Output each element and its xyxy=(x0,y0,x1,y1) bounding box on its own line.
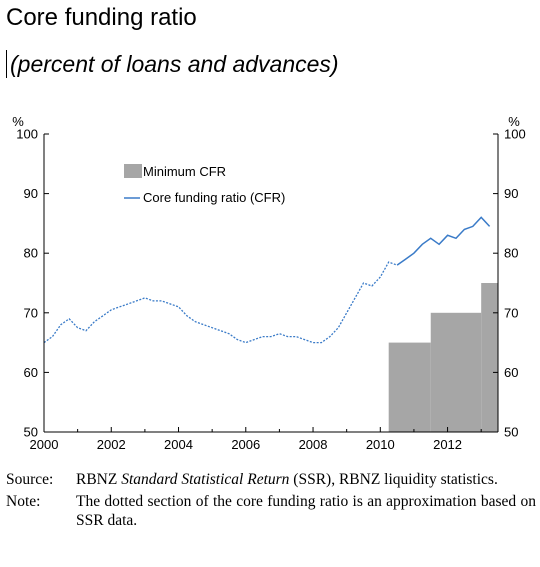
legend-label-minimum-cfr: Minimum CFR xyxy=(143,164,226,179)
dotted-note: Note: The dotted section of the core fun… xyxy=(6,492,536,530)
source-note: Source: RBNZ Standard Statistical Return… xyxy=(6,470,536,489)
minimum-cfr-bars xyxy=(388,283,498,432)
cfr-line-solid xyxy=(396,216,491,266)
x-tick-label-2008: 2008 xyxy=(299,437,328,452)
chart-subtitle: (percent of loans and advances) xyxy=(6,50,339,78)
right-tick-label-50: 50 xyxy=(504,425,518,440)
source-label: Source: xyxy=(6,471,54,488)
x-tick-label-2004: 2004 xyxy=(164,437,193,452)
x-tick-label-2012: 2012 xyxy=(433,437,462,452)
minimum-cfr-bar-2 xyxy=(481,283,498,432)
cfr-line xyxy=(43,216,491,344)
minimum-cfr-bar-1 xyxy=(430,312,482,432)
left-tick-label-50: 50 xyxy=(24,425,38,440)
left-tick-label-80: 80 xyxy=(24,246,38,261)
legend-label-cfr: Core funding ratio (CFR) xyxy=(143,190,285,205)
source-text: RBNZ Standard Statistical Return (SSR), … xyxy=(76,471,498,488)
chart-axes: 50 50 60 60 70 70 80 80 90 90 100 100% % 2000 2002 2004… xyxy=(12,114,525,452)
right-tick-label-100: 100 xyxy=(504,127,526,142)
core-funding-ratio-chart: 50 50 60 60 70 70 80 80 90 90 100 100% % 2000 2002 2004… xyxy=(12,114,525,452)
left-tick-label-60: 60 xyxy=(24,365,38,380)
right-tick-label-90: 90 xyxy=(504,186,518,201)
chart-legend: Minimum CFR Core funding ratio (CFR) xyxy=(124,164,285,205)
note-label: Note: xyxy=(6,493,41,510)
left-tick-label-70: 70 xyxy=(24,305,38,320)
left-tick-label-90: 90 xyxy=(24,186,38,201)
right-unit-label: % xyxy=(508,114,520,129)
legend-swatch-minimum-cfr xyxy=(124,164,142,178)
note-text: The dotted section of the core funding r… xyxy=(76,493,536,529)
right-tick-label-80: 80 xyxy=(504,246,518,261)
chart-title: Core funding ratio xyxy=(6,4,197,31)
footnotes: Source: RBNZ Standard Statistical Return… xyxy=(6,470,536,533)
minimum-cfr-bar-0 xyxy=(388,342,431,432)
x-tick-label-2010: 2010 xyxy=(366,437,395,452)
cfr-line-dotted xyxy=(43,261,398,344)
x-tick-label-2000: 2000 xyxy=(30,437,59,452)
x-tick-label-2002: 2002 xyxy=(97,437,126,452)
right-tick-label-60: 60 xyxy=(504,365,518,380)
x-tick-label-2006: 2006 xyxy=(231,437,260,452)
right-tick-label-70: 70 xyxy=(504,305,518,320)
left-tick-label-100: 100 xyxy=(16,127,38,142)
left-unit-label: % xyxy=(12,114,24,129)
